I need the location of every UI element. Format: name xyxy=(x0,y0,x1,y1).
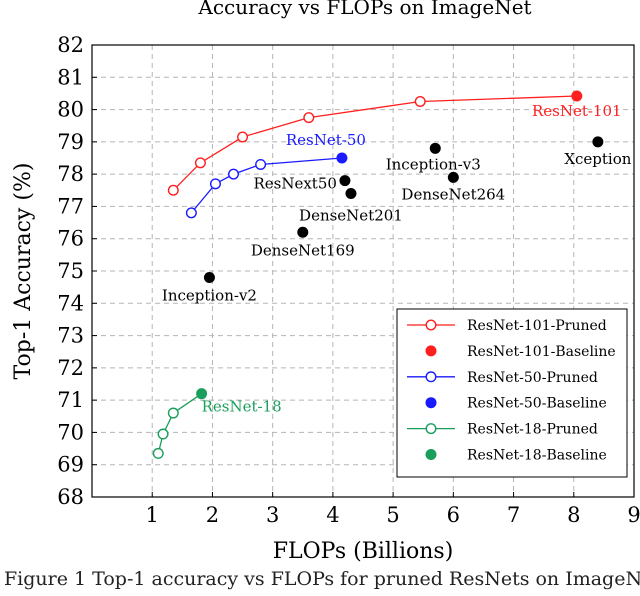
resnet-101-pruned-point xyxy=(167,184,179,196)
densenet201-label: DenseNet201 xyxy=(299,207,403,225)
y-tick-label: 81 xyxy=(57,65,84,89)
resnet-101-baseline-point xyxy=(571,90,583,102)
y-tick-label: 80 xyxy=(57,98,84,122)
y-tick-label: 71 xyxy=(57,388,84,412)
inception-v2-point xyxy=(203,271,215,283)
xception-label: Xception xyxy=(564,150,631,168)
y-tick-label: 70 xyxy=(57,420,84,444)
x-tick-label: 8 xyxy=(567,503,580,527)
legend-box xyxy=(396,308,628,478)
resnet-101-baseline-legend-marker xyxy=(425,345,437,357)
x-axis-label: FLOPs (Billions) xyxy=(273,539,454,564)
figure-caption: Figure 1 Top-1 accuracy vs FLOPs for pru… xyxy=(4,568,640,590)
x-tick-label: 4 xyxy=(326,503,339,527)
resnet-50-pruned-legend-label: ResNet-50-Pruned xyxy=(467,370,598,386)
accuracy-vs-flops-chart: Accuracy vs FLOPs on ImageNet 1 2 3 4 5 6 7 8 96… xyxy=(11,0,640,564)
y-axis-label: Top-1 Accuracy (%) xyxy=(11,163,36,380)
resnet-18-pruned-point xyxy=(157,428,169,440)
resnet-101-pruned-point xyxy=(194,157,206,169)
x-tick-label: 7 xyxy=(507,503,520,527)
densenet264-point xyxy=(447,171,459,183)
inception-v3-label: Inception-v3 xyxy=(386,155,481,173)
resnet-101-pruned-line xyxy=(172,95,577,191)
y-tick-label: 82 xyxy=(57,33,84,57)
resnet-18-pruned-point xyxy=(167,407,179,419)
resnet-50-annotation: ResNet-50 xyxy=(286,131,366,149)
x-tick-label: 6 xyxy=(447,503,460,527)
x-tick-label: 3 xyxy=(266,503,279,527)
resnet-18-annotation: ResNet-18 xyxy=(202,398,282,416)
resnet-18-baseline-legend-label: ResNet-18-Baseline xyxy=(467,448,607,464)
resnet-18-pruned-legend-label: ResNet-18-Pruned xyxy=(467,422,598,438)
resnet-101-pruned-legend-marker xyxy=(425,319,437,331)
x-tick-label: 1 xyxy=(146,503,159,527)
series-layer xyxy=(152,90,583,459)
x-tick-label: 2 xyxy=(206,503,219,527)
resnet-101-annotation: ResNet-101 xyxy=(532,102,622,120)
resnet-50-pruned-legend-marker xyxy=(425,371,437,383)
y-tick-label: 68 xyxy=(57,485,84,509)
y-tick-label: 77 xyxy=(57,194,84,218)
resnet-18-pruned-point xyxy=(152,447,164,459)
other-models-layer: Inception-v2 DenseNet169 ResNext50 DenseNet… xyxy=(162,136,632,304)
resnet-50-pruned-point xyxy=(255,158,267,170)
y-tick-label: 72 xyxy=(57,356,84,380)
y-tick-label: 78 xyxy=(57,162,84,186)
xception-point xyxy=(592,136,604,148)
y-tick-label: 69 xyxy=(57,453,84,477)
resnext50-point xyxy=(339,175,351,187)
resnet-50-pruned-point xyxy=(209,178,221,190)
densenet264-label: DenseNet264 xyxy=(401,185,505,203)
densenet201-point xyxy=(345,188,357,200)
y-tick-label: 79 xyxy=(57,130,84,154)
x-tick-label: 9 xyxy=(627,503,640,527)
resnext50-label: ResNext50 xyxy=(253,175,336,193)
resnet-101-pruned-legend-label: ResNet-101-Pruned xyxy=(467,318,607,334)
resnet-50-baseline-legend-label: ResNet-50-Baseline xyxy=(467,396,607,412)
resnet-18-pruned-line xyxy=(157,393,202,454)
y-tick-label: 74 xyxy=(57,291,84,315)
densenet169-point xyxy=(297,226,309,238)
legend: ResNet-101-Pruned ResNet-101-Baseline ResN… xyxy=(396,308,628,478)
resnet-50-pruned-point xyxy=(228,168,240,180)
resnet-101-pruned-point xyxy=(303,112,315,124)
resnet-101-pruned-point xyxy=(237,131,249,143)
resnet-18-pruned-legend-marker xyxy=(425,423,437,435)
resnet-50-baseline-legend-marker xyxy=(425,397,437,409)
resnet-18-baseline-point xyxy=(196,388,208,400)
y-tick-label: 76 xyxy=(57,227,84,251)
inception-v3-point xyxy=(429,142,441,154)
resnet-18-baseline-legend-marker xyxy=(425,449,437,460)
resnet-50-baseline-point xyxy=(336,152,348,164)
y-tick-label: 75 xyxy=(57,259,84,283)
x-tick-label: 5 xyxy=(386,503,399,527)
resnet-50-pruned-point xyxy=(185,207,197,219)
chart-title: Accuracy vs FLOPs on ImageNet xyxy=(197,0,531,19)
resnet-101-baseline-legend-label: ResNet-101-Baseline xyxy=(467,344,616,360)
y-tick-label: 73 xyxy=(57,324,84,348)
annotations-layer: ResNet-101 ResNet-50 ResNet-18 xyxy=(202,102,622,416)
densenet169-label: DenseNet169 xyxy=(251,241,355,259)
inception-v2-label: Inception-v2 xyxy=(162,286,257,304)
resnet-101-pruned-point xyxy=(414,95,426,107)
